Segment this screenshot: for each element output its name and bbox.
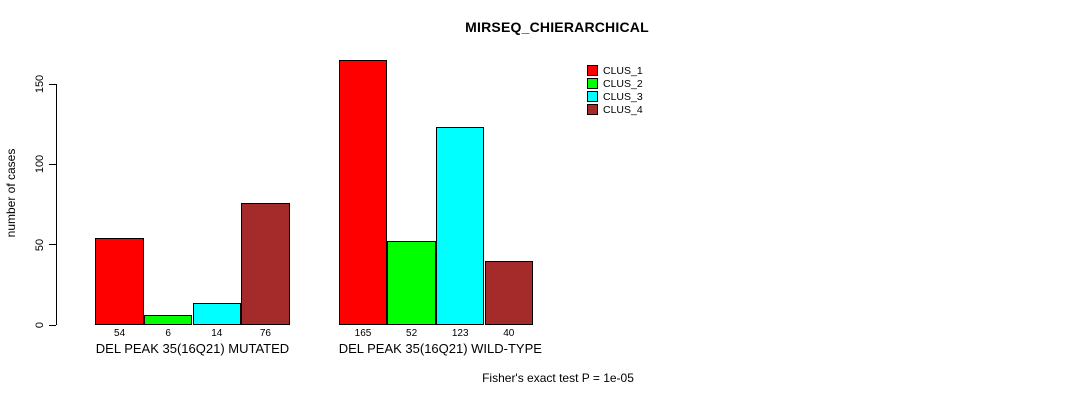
legend-item-clus_1: CLUS_1 [587, 64, 643, 77]
y-tick [49, 83, 56, 85]
y-tick [49, 163, 56, 165]
bar-value-label: 14 [211, 328, 223, 339]
bar-value-label: 165 [354, 328, 372, 339]
bar-value-label: 40 [503, 328, 515, 339]
legend-label: CLUS_3 [603, 90, 643, 103]
legend-label: CLUS_2 [603, 77, 643, 90]
legend: CLUS_1 CLUS_2 CLUS_3 CLUS_4 [587, 64, 643, 116]
bar-clus_1 [338, 59, 388, 325]
legend-swatch-icon [587, 78, 598, 89]
bar-clus_4 [241, 202, 290, 325]
y-tick-label: 0 [34, 321, 46, 329]
legend-swatch-icon [587, 104, 598, 115]
bar-clus_3 [435, 127, 485, 325]
bar-value-label: 52 [406, 328, 418, 339]
legend-label: CLUS_1 [603, 64, 643, 77]
bar-clus_1 [95, 238, 144, 325]
chart-title: MIRSEQ_CHIERARCHICAL [465, 19, 649, 35]
bar-value-label: 54 [114, 328, 126, 339]
bar-value-label: 6 [165, 328, 171, 339]
group-label: DEL PEAK 35(16Q21) WILD-TYPE [338, 341, 542, 356]
y-tick-label: 100 [34, 155, 46, 174]
bar-clus_4 [484, 260, 534, 325]
y-axis-title: number of cases [4, 148, 18, 238]
bar-clus_2 [143, 315, 193, 325]
bar-clus_2 [387, 241, 436, 325]
y-tick [49, 324, 56, 326]
y-axis-line [56, 84, 57, 325]
bar-value-label: 123 [451, 328, 469, 339]
y-tick [49, 244, 56, 246]
y-tick-label: 50 [34, 238, 46, 251]
legend-label: CLUS_4 [603, 103, 643, 116]
legend-item-clus_3: CLUS_3 [587, 90, 643, 103]
bar-clus_3 [192, 302, 242, 325]
legend-item-clus_2: CLUS_2 [587, 77, 643, 90]
fisher-test-note: Fisher's exact test P = 1e-05 [482, 371, 634, 385]
legend-swatch-icon [587, 65, 598, 76]
legend-item-clus_4: CLUS_4 [587, 103, 643, 116]
legend-swatch-icon [587, 91, 598, 102]
y-tick-label: 150 [34, 74, 46, 94]
group-label: DEL PEAK 35(16Q21) MUTATED [95, 341, 290, 356]
bar-value-label: 76 [259, 328, 271, 339]
